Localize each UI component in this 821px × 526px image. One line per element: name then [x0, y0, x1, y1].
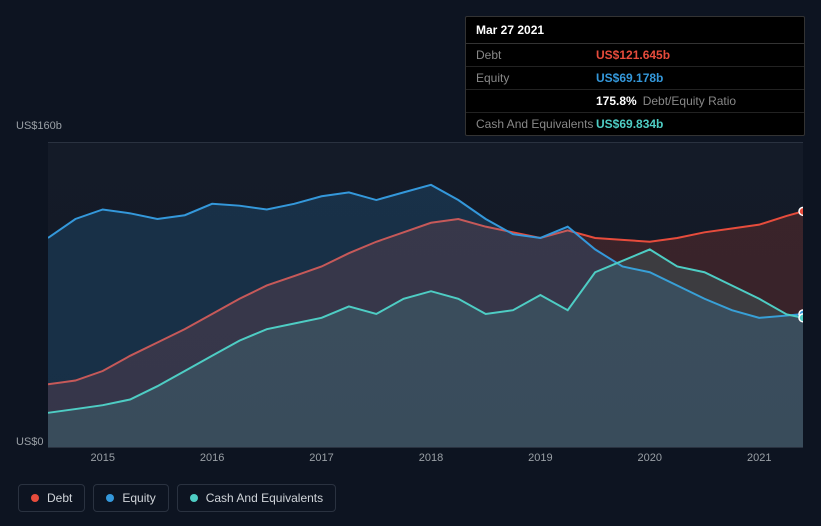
equity-legend-dot-icon — [106, 494, 114, 502]
debt-end-marker-icon — [799, 207, 803, 215]
legend-item-debt[interactable]: Debt — [18, 484, 85, 512]
legend-item-equity[interactable]: Equity — [93, 484, 168, 512]
tooltip-row-extra: Debt/Equity Ratio — [643, 94, 736, 108]
tooltip-row-label: Debt — [476, 48, 596, 62]
x-axis-tick: 2020 — [638, 452, 662, 464]
tooltip-date: Mar 27 2021 — [466, 17, 804, 44]
x-axis: 2015 2016 2017 2018 2019 2020 2021 — [48, 452, 803, 470]
chart-tooltip: Mar 27 2021 DebtUS$121.645bEquityUS$69.1… — [465, 16, 805, 136]
cash-legend-dot-icon — [190, 494, 198, 502]
chart-container: US$160b US$0 2015 2016 2017 2018 2019 2020 202… — [18, 120, 803, 470]
x-axis-tick: 2016 — [200, 452, 224, 464]
chart-legend: Debt Equity Cash And Equivalents — [18, 484, 336, 512]
legend-label: Equity — [122, 491, 155, 505]
legend-item-cash[interactable]: Cash And Equivalents — [177, 484, 336, 512]
tooltip-row-value: US$69.178b — [596, 71, 663, 85]
y-axis-max-label: US$160b — [16, 120, 66, 132]
chart-svg — [48, 143, 803, 447]
tooltip-row: DebtUS$121.645b — [466, 44, 804, 67]
x-axis-tick: 2019 — [528, 452, 552, 464]
debt-legend-dot-icon — [31, 494, 39, 502]
tooltip-row-label — [476, 94, 596, 108]
x-axis-tick: 2018 — [419, 452, 443, 464]
y-axis-min-label: US$0 — [16, 436, 46, 448]
tooltip-row-value: 175.8%Debt/Equity Ratio — [596, 94, 736, 108]
chart-plot-area[interactable] — [48, 142, 803, 448]
x-axis-tick: 2015 — [90, 452, 114, 464]
x-axis-tick: 2021 — [747, 452, 771, 464]
x-axis-tick: 2017 — [309, 452, 333, 464]
tooltip-row: 175.8%Debt/Equity Ratio — [466, 90, 804, 113]
tooltip-row-label: Equity — [476, 71, 596, 85]
legend-label: Debt — [47, 491, 72, 505]
legend-label: Cash And Equivalents — [206, 491, 323, 505]
cash-end-marker-icon — [799, 314, 803, 322]
tooltip-row: EquityUS$69.178b — [466, 67, 804, 90]
tooltip-row-value: US$121.645b — [596, 48, 670, 62]
